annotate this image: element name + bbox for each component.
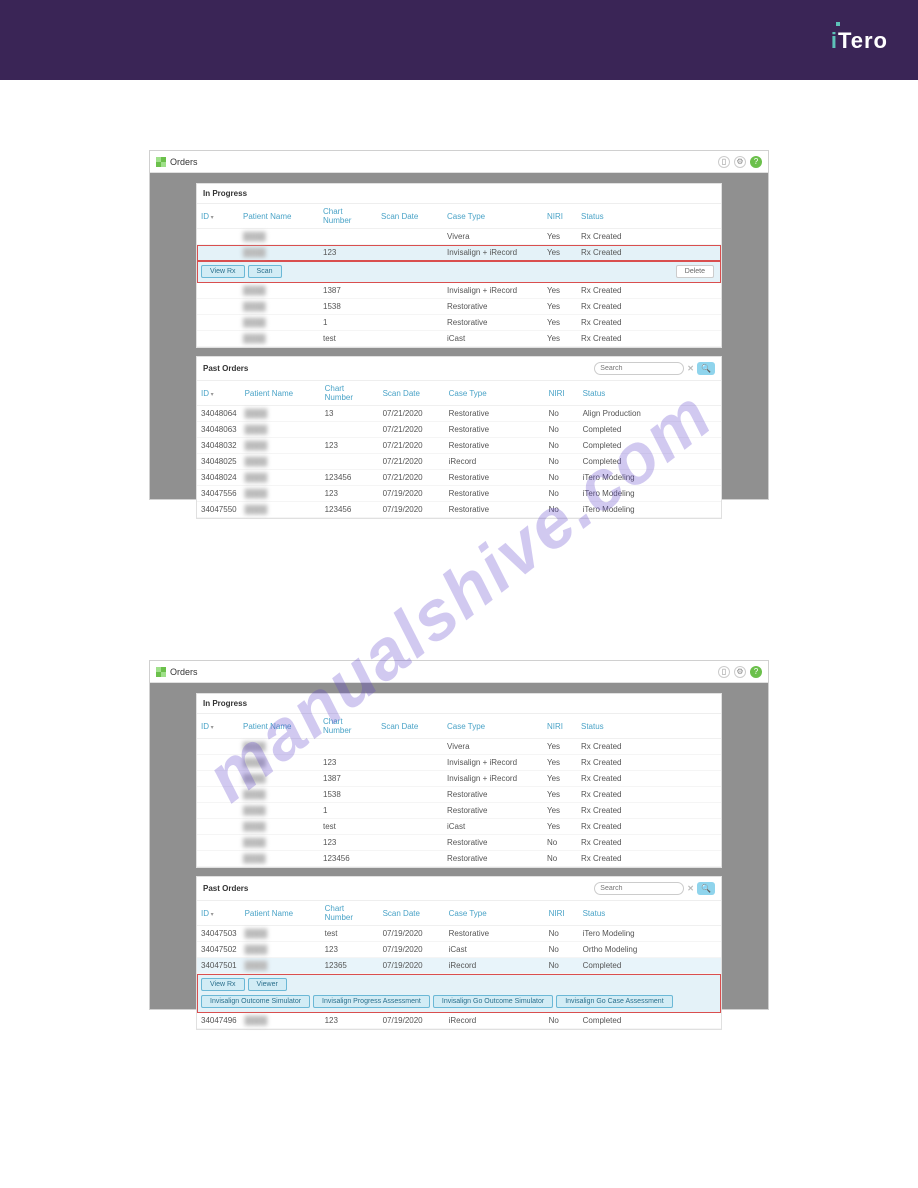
app-icon: [156, 667, 166, 677]
past-orders-panel: Past Orders ✕ 🔍 ID Patient Name Chart Nu…: [196, 356, 722, 519]
col-scan[interactable]: Scan Date: [377, 714, 443, 739]
view-rx-button[interactable]: View Rx: [201, 978, 245, 991]
col-scan[interactable]: Scan Date: [379, 381, 445, 406]
past-orders-title: Past Orders: [203, 364, 248, 373]
in-progress-header: In Progress: [197, 184, 721, 204]
col-patient[interactable]: Patient Name: [241, 901, 321, 926]
orders-window-b: Orders ▯ ⚙ ? In Progress ID Patient Name…: [149, 660, 769, 1010]
table-row[interactable]: 34048024████12345607/21/2020RestorativeN…: [197, 470, 721, 486]
search-input[interactable]: [594, 882, 684, 895]
past-orders-panel: Past Orders ✕ 🔍 ID Patient Name Chart Nu…: [196, 876, 722, 1030]
delete-button[interactable]: Delete: [676, 265, 714, 278]
col-scan[interactable]: Scan Date: [377, 204, 443, 229]
table-row[interactable]: ████1538RestorativeYesRx Created: [197, 299, 721, 315]
col-case[interactable]: Case Type: [445, 381, 545, 406]
table-row[interactable]: 34047503████test07/19/2020RestorativeNoi…: [197, 926, 721, 942]
col-status[interactable]: Status: [577, 714, 721, 739]
past-orders-table: ID Patient Name Chart Number Scan Date C…: [197, 381, 721, 518]
table-row[interactable]: ████ViveraYesRx Created: [197, 739, 721, 755]
table-row[interactable]: 34047502████12307/19/2020iCastNoOrtho Mo…: [197, 942, 721, 958]
titlebar: Orders ▯ ⚙ ?: [150, 151, 768, 173]
past-orders-header: Past Orders ✕ 🔍: [197, 357, 721, 381]
table-row[interactable]: ████1RestorativeYesRx Created: [197, 803, 721, 819]
table-row[interactable]: ████testiCastYesRx Created: [197, 819, 721, 835]
help-icon[interactable]: ?: [750, 666, 762, 678]
col-case[interactable]: Case Type: [445, 901, 545, 926]
logo: iiTeroTero: [831, 28, 888, 54]
in-progress-table: ID Patient Name Chart Number Scan Date C…: [197, 714, 721, 867]
table-row[interactable]: 34048064████1307/21/2020RestorativeNoAli…: [197, 406, 721, 422]
search-icon[interactable]: 🔍: [697, 362, 715, 375]
table-row[interactable]: 34047496████12307/19/2020iRecordNoComple…: [197, 1013, 721, 1029]
clear-icon[interactable]: ✕: [687, 364, 694, 373]
igca-button[interactable]: Invisalign Go Case Assessment: [556, 995, 672, 1008]
past-orders-header: Past Orders ✕ 🔍: [197, 877, 721, 901]
scan-button[interactable]: Scan: [248, 265, 282, 278]
col-chart[interactable]: Chart Number: [321, 381, 379, 406]
search-icon[interactable]: 🔍: [697, 882, 715, 895]
col-patient[interactable]: Patient Name: [239, 204, 319, 229]
table-row[interactable]: ████ViveraYesRx Created: [197, 229, 721, 245]
ios-button[interactable]: Invisalign Outcome Simulator: [201, 995, 310, 1008]
gear-icon[interactable]: ⚙: [734, 666, 746, 678]
table-row[interactable]: ████1387Invisalign + iRecordYesRx Create…: [197, 283, 721, 299]
col-id[interactable]: ID: [197, 901, 241, 926]
col-case[interactable]: Case Type: [443, 714, 543, 739]
orders-window-a: Orders ▯ ⚙ ? In Progress ID Patient Name…: [149, 150, 769, 500]
page-banner: iiTeroTero: [0, 0, 918, 80]
col-chart[interactable]: Chart Number: [321, 901, 379, 926]
battery-icon[interactable]: ▯: [718, 666, 730, 678]
col-id[interactable]: ID: [197, 381, 241, 406]
col-patient[interactable]: Patient Name: [241, 381, 321, 406]
table-row[interactable]: 34048032████12307/21/2020RestorativeNoCo…: [197, 438, 721, 454]
table-row[interactable]: ████1538RestorativeYesRx Created: [197, 787, 721, 803]
titlebar: Orders ▯ ⚙ ?: [150, 661, 768, 683]
table-row[interactable]: 34048063████07/21/2020RestorativeNoCompl…: [197, 422, 721, 438]
in-progress-panel: In Progress ID Patient Name Chart Number…: [196, 183, 722, 348]
past-orders-title: Past Orders: [203, 884, 248, 893]
table-row[interactable]: ████testiCastYesRx Created: [197, 331, 721, 347]
col-status[interactable]: Status: [579, 901, 721, 926]
table-row[interactable]: 34048025████07/21/2020iRecordNoCompleted: [197, 454, 721, 470]
col-scan[interactable]: Scan Date: [379, 901, 445, 926]
window-title: Orders: [170, 667, 714, 677]
table-row[interactable]: 34047501████1236507/19/2020iRecordNoComp…: [197, 958, 721, 974]
battery-icon[interactable]: ▯: [718, 156, 730, 168]
col-niri[interactable]: NIRI: [543, 204, 577, 229]
table-row[interactable]: ████123Invisalign + iRecordYesRx Created: [197, 755, 721, 771]
table-row[interactable]: ████1RestorativeYesRx Created: [197, 315, 721, 331]
table-row[interactable]: ████1387Invisalign + iRecordYesRx Create…: [197, 771, 721, 787]
table-row[interactable]: ████123456RestorativeNoRx Created: [197, 851, 721, 867]
col-id[interactable]: ID: [197, 204, 239, 229]
col-niri[interactable]: NIRI: [545, 381, 579, 406]
igos-button[interactable]: Invisalign Go Outcome Simulator: [433, 995, 553, 1008]
in-progress-panel: In Progress ID Patient Name Chart Number…: [196, 693, 722, 868]
help-icon[interactable]: ?: [750, 156, 762, 168]
table-row[interactable]: 34047550████12345607/19/2020RestorativeN…: [197, 502, 721, 518]
col-status[interactable]: Status: [579, 381, 721, 406]
col-status[interactable]: Status: [577, 204, 721, 229]
app-icon: [156, 157, 166, 167]
col-case[interactable]: Case Type: [443, 204, 543, 229]
col-niri[interactable]: NIRI: [545, 901, 579, 926]
col-chart[interactable]: Chart Number: [319, 714, 377, 739]
clear-icon[interactable]: ✕: [687, 884, 694, 893]
ipa-button[interactable]: Invisalign Progress Assessment: [313, 995, 430, 1008]
col-chart[interactable]: Chart Number: [319, 204, 377, 229]
table-row[interactable]: ████123Invisalign + iRecordYesRx Created: [197, 245, 721, 261]
gear-icon[interactable]: ⚙: [734, 156, 746, 168]
window-title: Orders: [170, 157, 714, 167]
in-progress-header: In Progress: [197, 694, 721, 714]
past-orders-table: ID Patient Name Chart Number Scan Date C…: [197, 901, 721, 1029]
search-input[interactable]: [594, 362, 684, 375]
col-patient[interactable]: Patient Name: [239, 714, 319, 739]
in-progress-table: ID Patient Name Chart Number Scan Date C…: [197, 204, 721, 347]
table-row[interactable]: ████123RestorativeNoRx Created: [197, 835, 721, 851]
col-id[interactable]: ID: [197, 714, 239, 739]
viewer-button[interactable]: Viewer: [248, 978, 287, 991]
view-rx-button[interactable]: View Rx: [201, 265, 245, 278]
table-row[interactable]: 34047556████12307/19/2020RestorativeNoiT…: [197, 486, 721, 502]
col-niri[interactable]: NIRI: [543, 714, 577, 739]
